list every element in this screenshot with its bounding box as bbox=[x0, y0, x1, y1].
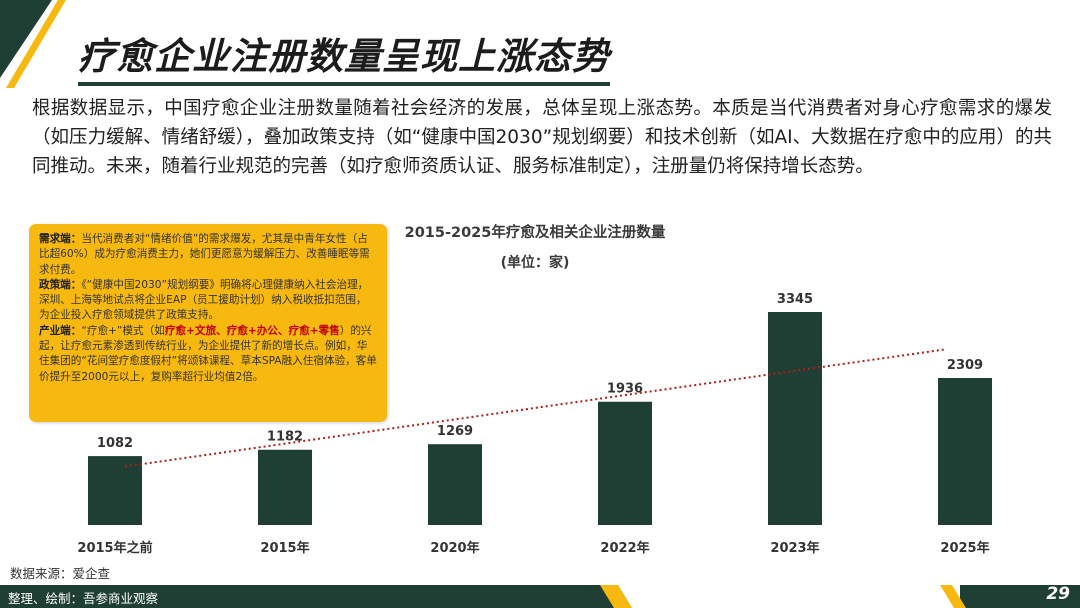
bar-1 bbox=[258, 449, 312, 525]
category-label-5: 2025年 bbox=[940, 540, 989, 556]
callout-industry-text2: ）的兴起，让疗愈元素渗透到传统行业，为企业提供了新的增长点。例如，华住集团的“花… bbox=[39, 324, 377, 383]
bar-0 bbox=[88, 456, 142, 525]
callout-demand-head: 需求端： bbox=[39, 233, 82, 245]
callout-policy: 政策端：《“健康中国2030”规划纲要》明确将心理健康纳入社会治理，深圳、上海等… bbox=[39, 278, 377, 324]
data-label-4: 3345 bbox=[777, 292, 813, 307]
drivers-callout: 需求端：当代消费者对“情绪价值”的需求爆发，尤其是中青年女性（占比超60%）成为… bbox=[29, 224, 387, 422]
summary-paragraph: 根据数据显示，中国疗愈企业注册数量随着社会经济的发展，总体呈现上涨态势。本质是当… bbox=[32, 98, 1052, 177]
bar-4 bbox=[768, 312, 822, 525]
chart-title: 2015-2025年疗愈及相关企业注册数量 bbox=[404, 225, 666, 241]
page-title: 疗愈企业注册数量呈现上涨态势 bbox=[78, 26, 610, 86]
data-label-1: 1182 bbox=[267, 430, 303, 445]
footer-credit: 整理、绘制：吾参商业观察 bbox=[8, 591, 159, 606]
category-label-0: 2015年之前 bbox=[77, 540, 152, 556]
callout-industry-text1: “疗愈+”模式（如 bbox=[81, 324, 165, 337]
bar-5 bbox=[938, 377, 992, 525]
bar-3 bbox=[598, 401, 652, 525]
category-label-4: 2023年 bbox=[770, 540, 819, 556]
data-source: 数据来源：爱企查 bbox=[10, 566, 111, 581]
footer-bar bbox=[0, 585, 1080, 608]
chart-unit: (单位：家) bbox=[500, 255, 570, 271]
callout-industry-highlight: 疗愈+文旅、疗愈+办公、疗愈+零售 bbox=[164, 324, 340, 337]
data-label-3: 1936 bbox=[607, 382, 643, 397]
callout-industry-head: 产业端： bbox=[39, 324, 82, 337]
data-label-2: 1269 bbox=[437, 424, 473, 439]
callout-demand: 需求端：当代消费者对“情绪价值”的需求爆发，尤其是中青年女性（占比超60%）成为… bbox=[39, 232, 377, 278]
category-label-2: 2020年 bbox=[430, 540, 479, 556]
callout-policy-text: 《“健康中国2030”规划纲要》明确将心理健康纳入社会治理，深圳、上海等地试点将… bbox=[39, 278, 369, 322]
category-label-3: 2022年 bbox=[600, 540, 649, 556]
data-label-5: 2309 bbox=[947, 358, 983, 373]
callout-demand-text: 当代消费者对“情绪价值”的需求爆发，尤其是中青年女性（占比超60%）成为疗愈消费… bbox=[39, 233, 370, 276]
callout-policy-head: 政策端： bbox=[39, 278, 82, 291]
callout-industry: 产业端：“疗愈+”模式（如疗愈+文旅、疗愈+办公、疗愈+零售）的兴起，让疗愈元素… bbox=[39, 324, 377, 385]
page-number: 29 bbox=[1046, 584, 1070, 604]
top-left-decoration bbox=[0, 0, 66, 88]
category-label-1: 2015年 bbox=[260, 540, 309, 556]
bar-2 bbox=[428, 444, 482, 525]
data-label-0: 1082 bbox=[97, 436, 133, 451]
trend-line bbox=[124, 348, 946, 468]
